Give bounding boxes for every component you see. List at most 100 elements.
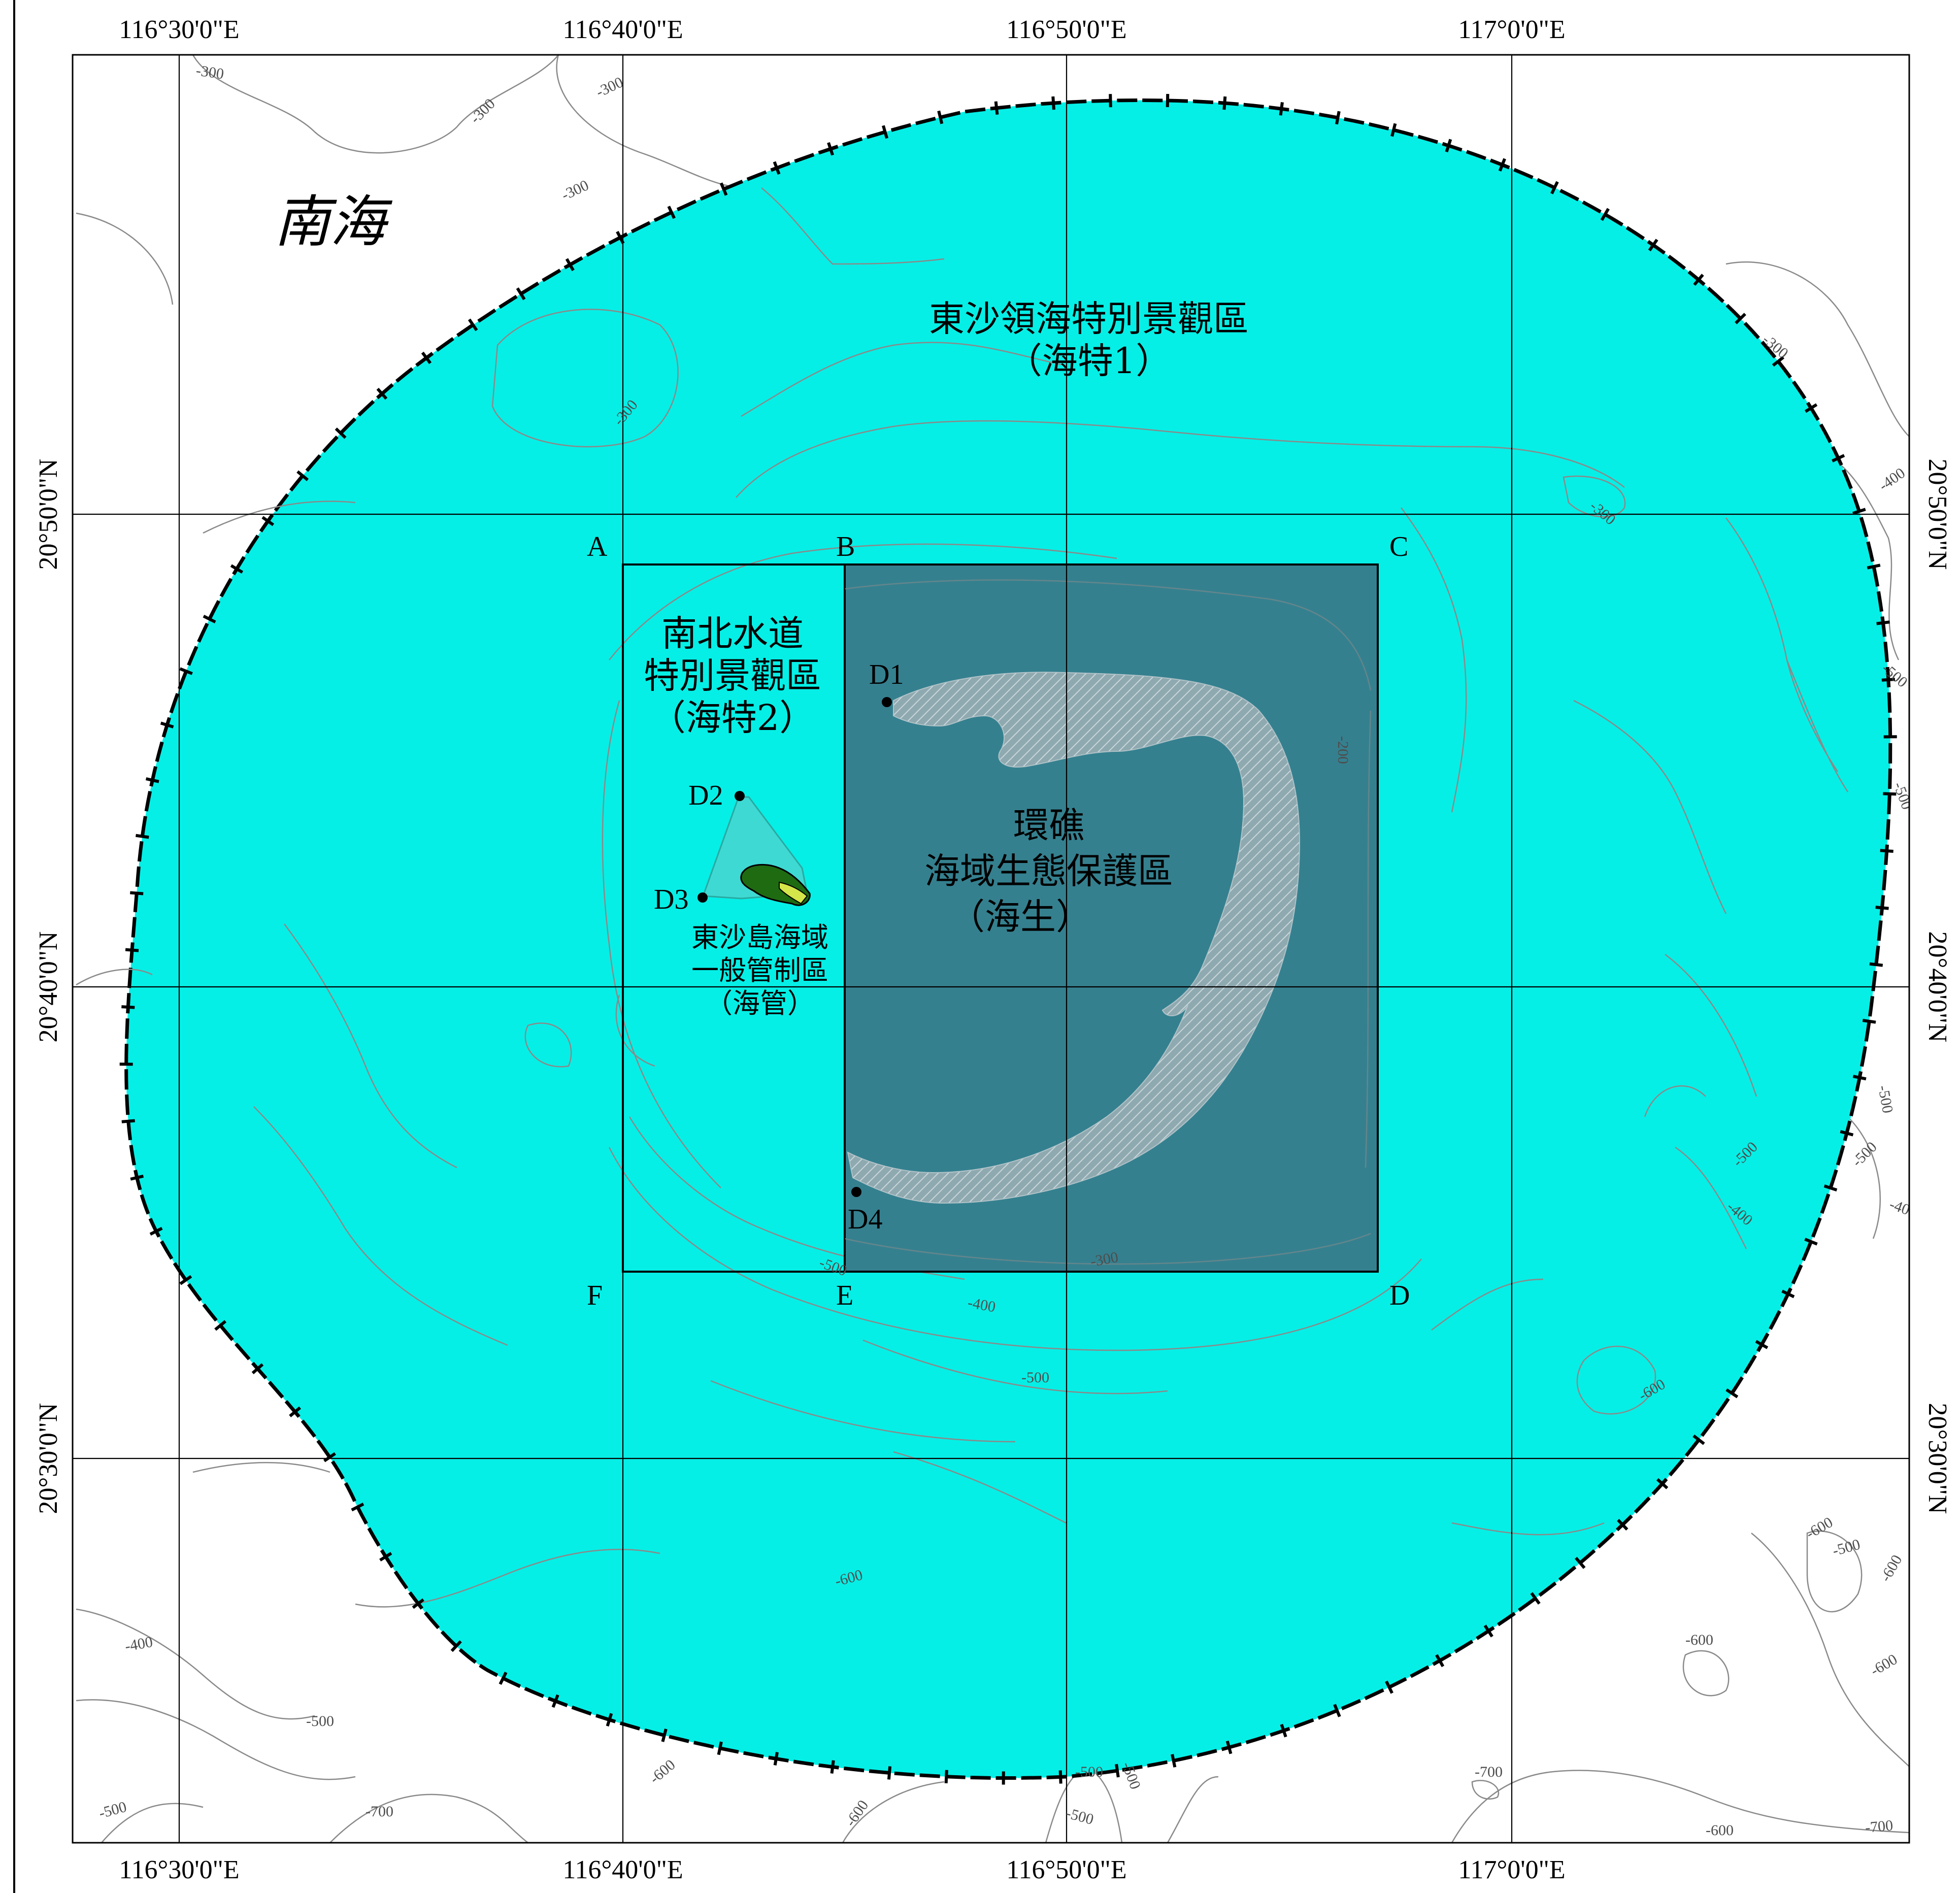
boundary-tick [565, 258, 575, 272]
boundary-tick [1735, 313, 1746, 324]
boundary-tick [499, 1672, 508, 1685]
boundary-tick [1498, 158, 1506, 172]
corner-label-f: F [587, 1280, 603, 1311]
boundary-tick [1115, 1764, 1120, 1778]
boundary-tick [551, 1694, 559, 1708]
boundary-tick [130, 1174, 144, 1181]
boundary-tick [719, 182, 728, 196]
boundary-tick [251, 1363, 264, 1375]
boundary-tick [1772, 356, 1784, 367]
sea-name: 南海 [274, 189, 393, 254]
boundary-tick [773, 1752, 779, 1766]
contour-label: -700 [1865, 1817, 1894, 1836]
boundary-tick [121, 1119, 135, 1123]
boundary-tick [323, 1452, 336, 1463]
boundary-tick [421, 351, 432, 364]
boundary-tick [994, 101, 999, 115]
boundary-tick [1880, 849, 1893, 853]
boundary-tick [1333, 1704, 1341, 1717]
boundary-tick [335, 427, 347, 439]
lon-label: 116°50'0"E [1006, 15, 1126, 44]
corner-label-d: D [1389, 1280, 1410, 1311]
boundary-tick [450, 1640, 462, 1652]
boundary-tick [606, 1713, 613, 1727]
boundary-tick [1875, 906, 1889, 910]
boundary-tick [1530, 1592, 1541, 1605]
channel-zone-name-1: 南北水道 [661, 613, 804, 654]
contour-label: -500 [1021, 1369, 1049, 1386]
island-zone-name-1: 東沙島海域 [691, 921, 828, 953]
map-frame [72, 54, 1910, 1844]
boundary-tick [145, 777, 159, 783]
lat-label: 20°30'0"N [1923, 1403, 1952, 1514]
boundary-tick [1171, 1754, 1177, 1768]
contour-label: -500 [306, 1713, 334, 1730]
lon-label: 116°50'0"E [1006, 1855, 1126, 1884]
channel-zone-name-2: 特別景觀區 [644, 655, 821, 696]
island-zone-name-2: 一般管制區 [691, 954, 828, 986]
boundary-tick [1385, 1680, 1393, 1694]
contour-label: -700 [366, 1803, 393, 1820]
boundary-tick [887, 1766, 892, 1780]
boundary-tick [1222, 96, 1227, 110]
lon-label: 116°40'0"E [562, 1855, 683, 1884]
atoll-zone-name-1: 環礁 [1013, 805, 1084, 846]
boundary-tick [1883, 792, 1897, 796]
latitude-labels-left: 20°50'0"N 20°40'0"N 20°30'0"N [34, 459, 63, 1514]
lon-label: 117°0'0"E [1458, 15, 1565, 44]
boundary-tick [296, 470, 309, 481]
lat-label: 20°40'0"N [34, 932, 63, 1043]
boundary-tick [179, 1275, 192, 1285]
boundary-tick [1575, 1556, 1586, 1569]
contour-label: -200 [1335, 736, 1351, 764]
boundary-tick [1852, 508, 1866, 515]
boundary-tick [1445, 139, 1452, 153]
boundary-tick [130, 891, 144, 895]
lon-label: 117°0'0"E [1458, 1855, 1565, 1884]
inner-contours [76, 187, 1849, 1608]
boundary-tick [944, 1770, 948, 1783]
boundary-tick [351, 1503, 364, 1512]
boundary-tick [1483, 1624, 1493, 1638]
boundary-tick [937, 110, 944, 124]
contour-label: -300 [195, 62, 225, 82]
point-d3-label: D3 [654, 884, 688, 915]
boundary-tick [1600, 208, 1610, 221]
island-zone-code: （海管） [705, 987, 815, 1019]
contour-label: -600 [1685, 1632, 1713, 1648]
boundary-tick [149, 1226, 163, 1236]
boundary-tick [1840, 1130, 1854, 1137]
boundary-tick [1109, 94, 1112, 108]
point-d1-marker [882, 697, 892, 707]
boundary-tick [203, 615, 216, 623]
boundary-tick [230, 564, 244, 574]
boundary-tick [1832, 454, 1845, 462]
boundary-tick [136, 834, 149, 839]
zone-labels: 東沙領海特別景觀區 （海特1） 南北水道 特別景觀區 （海特2） 環礁 海域生態… [644, 298, 1249, 1019]
boundary-tick [1876, 620, 1890, 625]
atoll-zone-code: （海生） [949, 896, 1091, 938]
corner-labels: A B C D E F [587, 531, 1410, 1311]
boundary-tick [882, 125, 888, 139]
boundary-tick [160, 721, 174, 728]
boundary-ticks [119, 93, 1897, 1785]
boundary-tick [289, 1406, 302, 1417]
corner-label-c: C [1389, 531, 1408, 562]
atoll-zone-name-2: 海域生態保護區 [924, 850, 1173, 892]
boundary-tick [1692, 1434, 1705, 1445]
point-d2-marker [735, 791, 745, 801]
boundary-tick [1225, 1740, 1233, 1754]
boundary-tick [1390, 123, 1397, 137]
boundary-tick [1693, 274, 1704, 286]
boundary-tick [261, 516, 275, 526]
atoll-contours [844, 579, 1372, 1265]
boundary-tick [1755, 1340, 1769, 1349]
boundary-tick [616, 230, 625, 244]
boundary-tick [468, 318, 478, 331]
boundary-tick [1656, 1478, 1669, 1489]
corner-label-b: B [836, 531, 855, 562]
boundary-tick [179, 667, 193, 675]
boundary-tick [1435, 1654, 1445, 1668]
boundary-tick [1550, 181, 1559, 194]
boundary-tick [1058, 1770, 1062, 1784]
